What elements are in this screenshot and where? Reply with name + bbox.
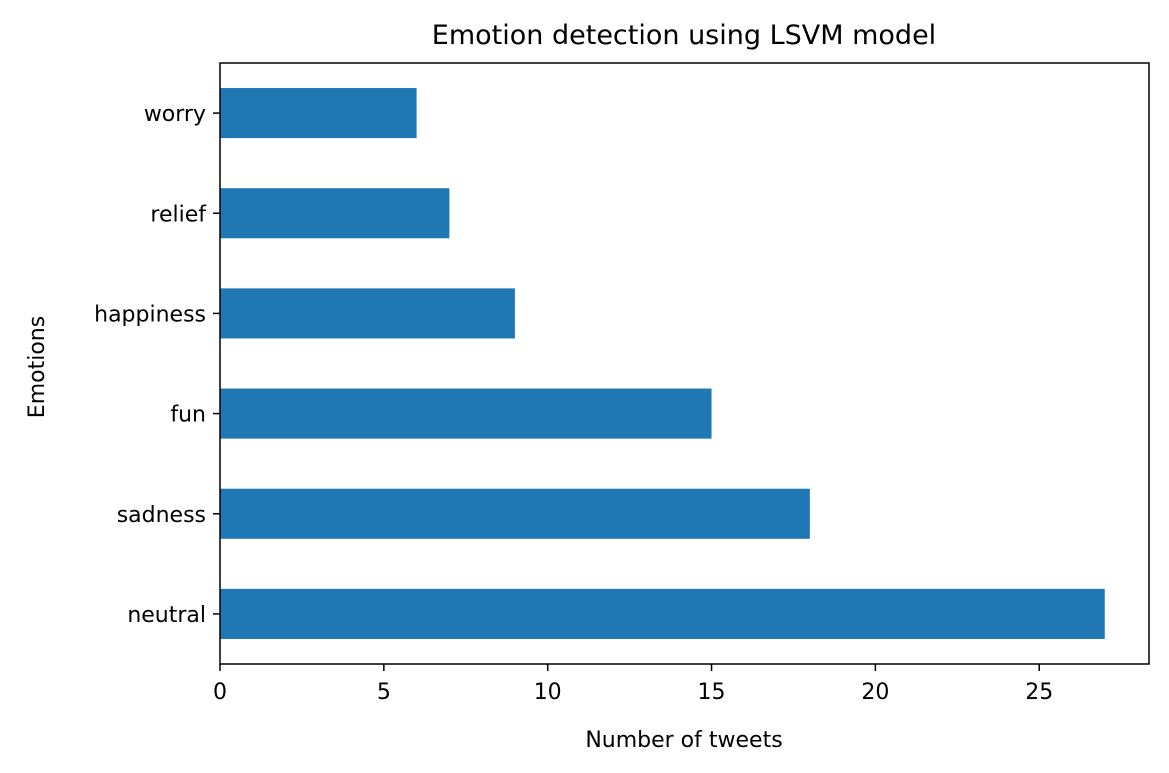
- x-tick-label: 5: [377, 680, 391, 705]
- y-tick-label: sadness: [117, 503, 206, 528]
- x-tick-label: 0: [213, 680, 227, 705]
- y-axis-ticks: neutral sadness fun happiness relief worry: [94, 102, 220, 628]
- x-axis-ticks: 0 5 10 15 20 25: [213, 664, 1053, 705]
- plot-frame: [219, 62, 1150, 665]
- x-tick-label: 15: [698, 680, 726, 705]
- bar-sadness: [220, 488, 810, 539]
- y-tick-label: fun: [170, 403, 206, 428]
- y-tick-label: relief: [150, 202, 207, 227]
- x-tick-label: 25: [1025, 680, 1053, 705]
- x-tick-label: 10: [534, 680, 562, 705]
- bar-neutral: [220, 588, 1105, 639]
- bar-relief: [220, 188, 450, 239]
- chart-title: Emotion detection using LSVM model: [432, 20, 936, 51]
- y-tick-label: neutral: [127, 603, 206, 628]
- bar-worry: [220, 88, 417, 139]
- x-axis-title: Number of tweets: [585, 728, 782, 753]
- y-axis-title: Emotions: [25, 316, 50, 418]
- y-tick-label: happiness: [94, 302, 206, 327]
- bar-fun: [220, 388, 712, 439]
- x-tick-label: 20: [861, 680, 889, 705]
- bars-group: [220, 88, 1105, 639]
- y-tick-label: worry: [144, 102, 206, 127]
- bar-happiness: [220, 288, 515, 339]
